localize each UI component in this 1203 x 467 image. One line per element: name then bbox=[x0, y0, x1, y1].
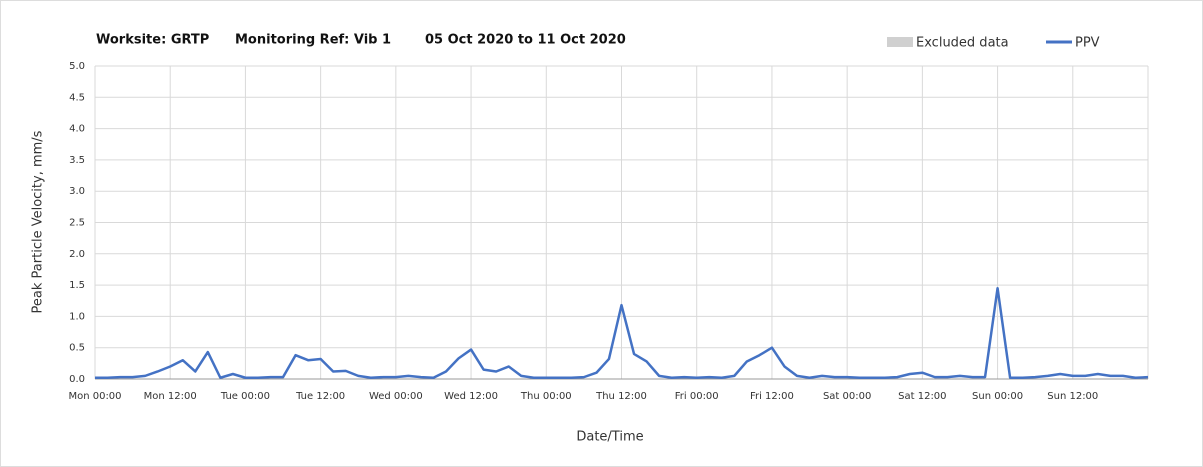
x-axis-label: Date/Time bbox=[576, 430, 643, 445]
x-tick-label: Fri 00:00 bbox=[675, 391, 719, 402]
y-tick-label: 1.0 bbox=[69, 311, 85, 322]
x-tick-label: Thu 00:00 bbox=[520, 391, 572, 402]
y-tick-label: 2.0 bbox=[69, 249, 85, 260]
legend-label: PPV bbox=[1075, 36, 1100, 51]
y-tick-label: 3.5 bbox=[69, 155, 85, 166]
y-tick-label: 0.0 bbox=[69, 374, 85, 385]
y-axis-label: Peak Particle Velocity, mm/s bbox=[31, 130, 46, 313]
x-tick-label: Mon 00:00 bbox=[68, 391, 121, 402]
legend-swatch bbox=[887, 37, 913, 47]
y-tick-label: 4.5 bbox=[69, 92, 85, 103]
y-tick-label: 2.5 bbox=[69, 218, 85, 229]
y-tick-label: 4.0 bbox=[69, 124, 85, 135]
ppv-line bbox=[95, 286, 1149, 379]
y-tick-label: 5.0 bbox=[69, 61, 85, 72]
x-tick-label: Mon 12:00 bbox=[144, 391, 197, 402]
x-tick-label: Sun 12:00 bbox=[1047, 391, 1098, 402]
x-tick-label: Tue 12:00 bbox=[295, 391, 345, 402]
x-tick-label: Sat 00:00 bbox=[823, 391, 871, 402]
title-dates: 05 Oct 2020 to 11 Oct 2020 bbox=[425, 33, 626, 48]
x-tick-label: Thu 12:00 bbox=[595, 391, 647, 402]
y-tick-label: 1.5 bbox=[69, 280, 85, 291]
y-tick-label: 0.5 bbox=[69, 343, 85, 354]
y-tick-label: 3.0 bbox=[69, 186, 85, 197]
x-tick-label: Tue 00:00 bbox=[220, 391, 270, 402]
legend-label: Excluded data bbox=[916, 36, 1009, 51]
title-worksite: Worksite: GRTP bbox=[96, 33, 209, 48]
x-tick-label: Sat 12:00 bbox=[898, 391, 946, 402]
x-tick-label: Fri 12:00 bbox=[750, 391, 794, 402]
title-ref: Monitoring Ref: Vib 1 bbox=[235, 33, 391, 48]
x-tick-label: Wed 00:00 bbox=[369, 391, 423, 402]
x-tick-label: Sun 00:00 bbox=[972, 391, 1023, 402]
x-tick-label: Wed 12:00 bbox=[444, 391, 498, 402]
